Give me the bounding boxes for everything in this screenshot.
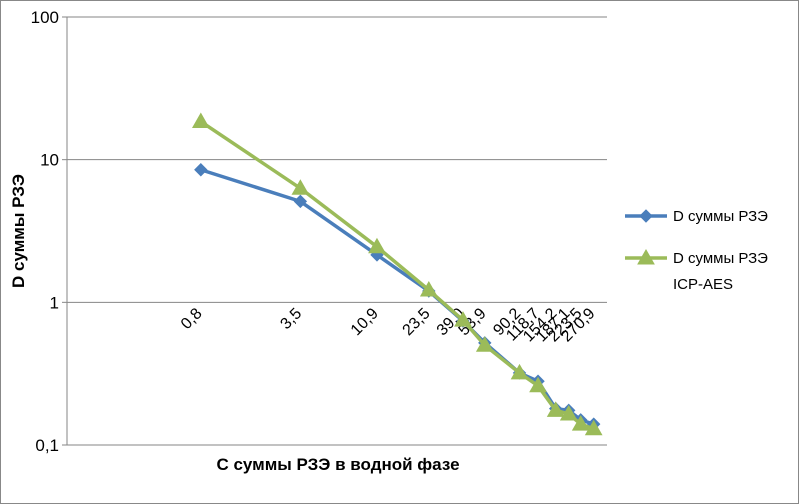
- data-point: [291, 179, 310, 195]
- legend-swatch-marker: [639, 209, 653, 223]
- x-tick-label: 0,8: [178, 305, 206, 333]
- y-axis-title: D суммы РЗЭ: [9, 174, 28, 288]
- legend-swatch-marker: [637, 248, 655, 265]
- y-tick-label: 10: [40, 151, 59, 170]
- data-point: [510, 363, 529, 380]
- series-layer: [191, 112, 603, 436]
- legend: D суммы РЗЭ D суммы РЗЭ ICP-AES: [625, 208, 768, 293]
- data-point: [475, 336, 494, 352]
- y-tick-labels: 0,1 1 10 100: [31, 8, 59, 455]
- data-point: [368, 237, 386, 254]
- grid-lines: [67, 16, 607, 303]
- data-point: [454, 311, 472, 327]
- data-point: [571, 415, 590, 431]
- x-tick-label: 23,5: [400, 305, 434, 339]
- y-tick-label: 1: [50, 293, 59, 312]
- series-2: [191, 112, 603, 436]
- data-point: [419, 281, 438, 297]
- data-point: [559, 404, 578, 421]
- data-point: [293, 194, 308, 209]
- axes: [62, 16, 607, 446]
- legend-label: ICP-AES: [673, 276, 733, 293]
- legend-label: D суммы РЗЭ: [673, 208, 768, 225]
- legend-entry: D суммы РЗЭ ICP-AES: [625, 248, 768, 293]
- x-axis-title: С суммы РЗЭ в водной фазе: [216, 455, 459, 474]
- legend-entry: D суммы РЗЭ: [625, 208, 768, 225]
- x-tick-labels: 0,8 3,5 10,9 23,5 39,053,9 90,2118,7154,2187,…: [178, 305, 599, 345]
- data-point: [194, 163, 208, 177]
- legend-label: D суммы РЗЭ: [673, 250, 768, 267]
- data-point: [546, 401, 565, 417]
- x-tick-label: 10,9: [348, 305, 382, 339]
- x-tick-label: 3,5: [277, 305, 305, 333]
- y-tick-label: 0,1: [35, 436, 59, 455]
- data-point: [191, 112, 210, 129]
- data-point: [529, 376, 547, 393]
- y-tick-label: 100: [31, 8, 59, 27]
- data-point: [584, 419, 603, 436]
